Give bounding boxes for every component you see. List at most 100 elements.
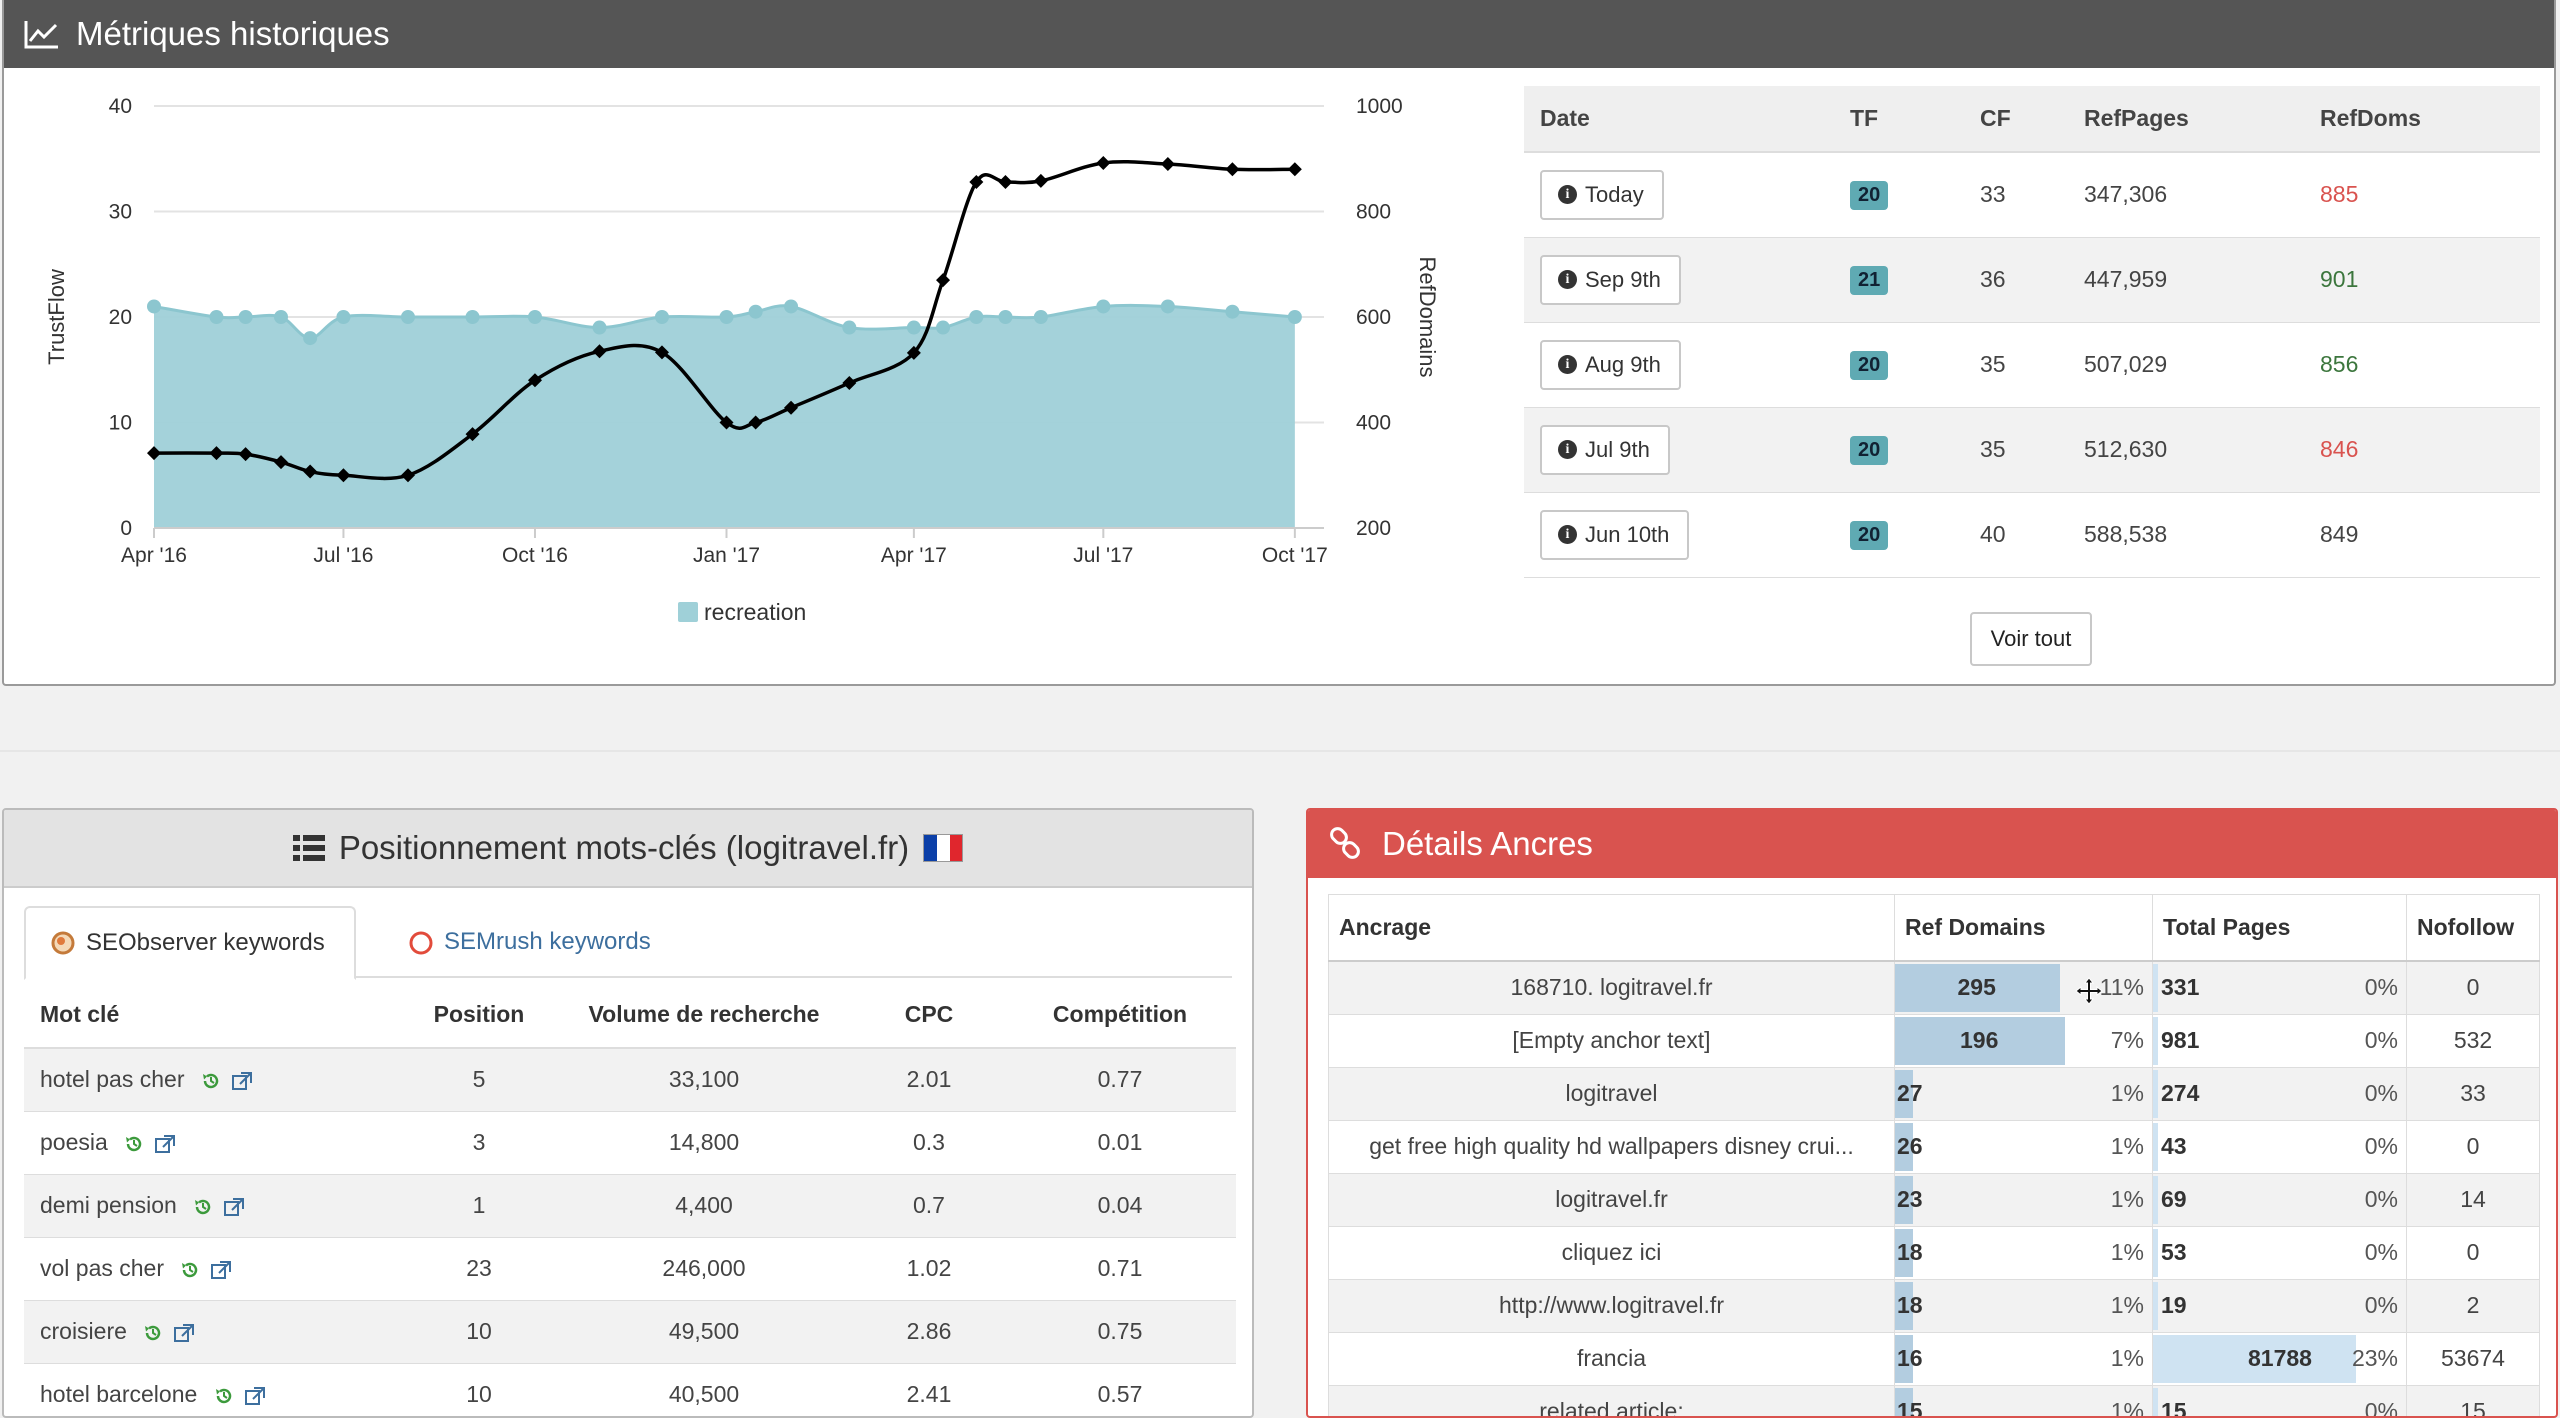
recreation-area: [154, 305, 1295, 528]
col-ancrage[interactable]: Ancrage: [1329, 895, 1895, 961]
x-tick-label: Jan '17: [693, 544, 760, 567]
external-link-icon[interactable]: [244, 1386, 266, 1406]
recreation-point: [1288, 310, 1302, 324]
position-cell: 10: [404, 1300, 554, 1363]
metrics-date-cell: i Sep 9th: [1524, 237, 1834, 322]
y2-tick-label: 1000: [1356, 95, 1403, 118]
keyword-row: poesia 3 14,800 0.3 0.01: [24, 1111, 1236, 1174]
ref-domains-percent: 7%: [2111, 1015, 2144, 1067]
keyword-row: vol pas cher 23 246,000 1.02 0.71: [24, 1237, 1236, 1300]
volume-cell: 246,000: [554, 1237, 854, 1300]
history-icon[interactable]: [214, 1386, 234, 1406]
line-chart-icon: [24, 19, 60, 49]
tab-semrush-label: SEMrush keywords: [444, 928, 651, 956]
anchor-row: http://www.logitravel.fr 18 1% 19 0% 2: [1329, 1279, 2540, 1332]
cf-cell: 36: [1964, 237, 2068, 322]
external-link-icon[interactable]: [154, 1134, 176, 1154]
total-pages-percent: 23%: [2352, 1333, 2398, 1385]
volume-cell: 49,500: [554, 1300, 854, 1363]
anchor-text-cell: get free high quality hd wallpapers disn…: [1329, 1120, 1895, 1173]
history-icon[interactable]: [180, 1260, 200, 1280]
col-tf: TF: [1834, 86, 1964, 152]
competition-cell: 0.01: [1004, 1111, 1236, 1174]
refdoms-cell: 885: [2304, 152, 2540, 237]
recreation-point: [303, 331, 317, 345]
anchor-text-cell: 168710. logitravel.fr: [1329, 961, 1895, 1015]
total-pages-bar: [2153, 1176, 2158, 1224]
volume-cell: 4,400: [554, 1174, 854, 1237]
cpc-cell: 0.3: [854, 1111, 1004, 1174]
ref-domains-value: 16: [1897, 1333, 1923, 1385]
nofollow-cell: 2: [2407, 1279, 2540, 1332]
date-button[interactable]: i Aug 9th: [1540, 340, 1681, 390]
history-icon[interactable]: [143, 1323, 163, 1343]
date-button[interactable]: i Jul 9th: [1540, 425, 1670, 475]
anchor-text-cell: http://www.logitravel.fr: [1329, 1279, 1895, 1332]
link-icon: [1328, 827, 1362, 861]
tab-seobserver[interactable]: SEObserver keywords: [24, 906, 356, 980]
voir-tout-button[interactable]: Voir tout: [1970, 612, 2092, 666]
total-pages-value: 981: [2161, 1015, 2199, 1067]
metrics-table: Date TF CF RefPages RefDoms i Today 20 3…: [1524, 86, 2540, 578]
ref-domains-percent: 1%: [2111, 1068, 2144, 1120]
tf-badge: 20: [1850, 436, 1888, 465]
keyword-text: hotel pas cher: [40, 1066, 184, 1092]
tf-badge: 20: [1850, 521, 1888, 550]
tab-semrush[interactable]: SEMrush keywords: [384, 906, 677, 978]
keyword-row: demi pension 1 4,400 0.7 0.04: [24, 1174, 1236, 1237]
total-pages-cell: 81788 23%: [2153, 1332, 2407, 1385]
history-icon[interactable]: [124, 1134, 144, 1154]
refdomains-point: [1096, 156, 1110, 170]
cf-cell: 40: [1964, 492, 2068, 577]
external-link-icon[interactable]: [223, 1197, 245, 1217]
y2-tick-label: 800: [1356, 201, 1391, 224]
keyword-text: croisiere: [40, 1318, 127, 1344]
date-button[interactable]: i Jun 10th: [1540, 510, 1689, 560]
cpc-cell: 2.86: [854, 1300, 1004, 1363]
ref-domains-value: 18: [1897, 1280, 1923, 1332]
anchor-text-cell: [Empty anchor text]: [1329, 1014, 1895, 1067]
tf-badge: 20: [1850, 181, 1888, 210]
ref-domains-cell: 295 11%: [1895, 961, 2153, 1015]
recreation-point: [936, 321, 950, 335]
external-link-icon[interactable]: [173, 1323, 195, 1343]
col-total-pages[interactable]: Total Pages: [2153, 895, 2407, 961]
cf-cell: 33: [1964, 152, 2068, 237]
total-pages-bar: [2153, 1123, 2158, 1171]
recreation-point: [528, 310, 542, 324]
ref-domains-percent: 1%: [2111, 1280, 2144, 1332]
ref-domains-value: 295: [1958, 962, 1996, 1014]
anchors-table-header: Ancrage Ref Domains Total Pages Nofollow: [1329, 895, 2540, 961]
total-pages-cell: 53 0%: [2153, 1226, 2407, 1279]
date-button[interactable]: i Sep 9th: [1540, 255, 1681, 305]
move-cursor-icon: [2074, 976, 2104, 1006]
col-ref-domains[interactable]: Ref Domains: [1895, 895, 2153, 961]
history-icon[interactable]: [201, 1071, 221, 1091]
external-link-icon[interactable]: [210, 1260, 232, 1280]
total-pages-cell: 19 0%: [2153, 1279, 2407, 1332]
recreation-point: [336, 310, 350, 324]
anchor-row: related article: 15 1% 15 0% 15: [1329, 1385, 2540, 1418]
volume-cell: 14,800: [554, 1111, 854, 1174]
col-nofollow[interactable]: Nofollow: [2407, 895, 2540, 961]
total-pages-percent: 0%: [2365, 1280, 2398, 1332]
total-pages-cell: 331 0%: [2153, 961, 2407, 1015]
anchor-text-cell: logitravel: [1329, 1067, 1895, 1120]
ref-domains-percent: 1%: [2111, 1333, 2144, 1385]
info-icon: i: [1558, 355, 1577, 374]
recreation-point: [655, 310, 669, 324]
anchor-text-cell: francia: [1329, 1332, 1895, 1385]
refdomains-point: [1225, 162, 1239, 176]
tf-cell: 20: [1834, 492, 1964, 577]
total-pages-value: 331: [2161, 962, 2199, 1014]
total-pages-value: 15: [2161, 1386, 2187, 1418]
metrics-title: Métriques historiques: [76, 15, 390, 53]
ref-domains-percent: 1%: [2111, 1227, 2144, 1279]
tf-cell: 20: [1834, 407, 1964, 492]
ref-domains-percent: 11%: [2100, 962, 2144, 1014]
refpages-cell: 512,630: [2068, 407, 2304, 492]
date-button[interactable]: i Today: [1540, 170, 1664, 220]
competition-cell: 0.71: [1004, 1237, 1236, 1300]
history-icon[interactable]: [193, 1197, 213, 1217]
external-link-icon[interactable]: [231, 1071, 253, 1091]
